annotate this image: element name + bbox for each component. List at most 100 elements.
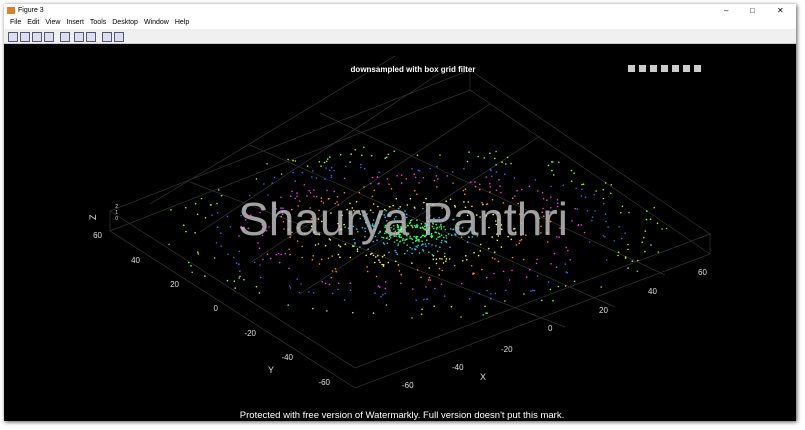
point <box>200 197 203 200</box>
point <box>573 172 575 174</box>
point <box>282 221 285 223</box>
point <box>396 239 398 241</box>
tool-rotate[interactable] <box>650 65 657 72</box>
point <box>429 279 432 281</box>
point <box>240 214 242 217</box>
point <box>306 165 309 167</box>
point <box>383 243 386 245</box>
point <box>261 234 264 237</box>
point <box>610 192 612 195</box>
point <box>420 276 422 279</box>
point <box>504 300 506 302</box>
point <box>435 231 438 234</box>
point <box>313 189 315 191</box>
point <box>665 227 668 230</box>
menu-item[interactable]: Window <box>143 19 169 26</box>
tool-brush[interactable] <box>628 65 635 72</box>
menu-item[interactable]: Tools <box>89 19 107 26</box>
point <box>371 223 374 225</box>
point <box>353 238 355 241</box>
point <box>475 214 478 216</box>
tool-link[interactable] <box>60 32 70 42</box>
point <box>283 228 285 230</box>
tool-zoom-out[interactable] <box>683 65 690 72</box>
figure-window: Figure 3 – □ ✕ File Edit View Insert Tools De… <box>4 4 796 421</box>
point <box>365 254 368 257</box>
point <box>461 227 464 229</box>
point <box>486 289 488 292</box>
point <box>409 219 412 222</box>
point <box>605 220 607 223</box>
point <box>435 262 438 265</box>
point <box>496 239 499 242</box>
point <box>361 154 363 157</box>
point <box>416 224 418 226</box>
point <box>313 195 315 198</box>
point <box>489 182 491 185</box>
point <box>452 182 454 184</box>
tool-pan[interactable] <box>661 65 668 72</box>
tool-zoom-in[interactable] <box>672 65 679 72</box>
point <box>416 193 418 196</box>
maximize-button[interactable]: □ <box>750 6 755 15</box>
point <box>540 225 542 228</box>
point <box>557 202 559 204</box>
point <box>281 213 284 216</box>
point <box>430 232 433 235</box>
menu-item[interactable]: File <box>10 19 22 26</box>
point <box>393 218 396 220</box>
point <box>445 258 448 260</box>
point <box>388 183 390 185</box>
tool-colorbar[interactable] <box>74 32 84 42</box>
point <box>411 225 414 227</box>
tool-home[interactable] <box>694 65 701 72</box>
point <box>294 180 297 182</box>
tool-legend[interactable] <box>86 32 96 42</box>
menu-item[interactable]: Insert <box>66 19 84 26</box>
point <box>287 304 290 306</box>
point <box>653 206 656 209</box>
point <box>321 280 323 283</box>
tool-inspector[interactable] <box>114 32 124 42</box>
menu-item[interactable]: Edit <box>27 19 40 26</box>
point <box>415 299 418 301</box>
point <box>550 263 552 265</box>
point <box>349 282 352 284</box>
point <box>411 252 414 255</box>
point <box>227 253 229 256</box>
point <box>377 232 380 235</box>
tool-open[interactable] <box>20 32 30 42</box>
point <box>481 202 483 204</box>
point <box>412 242 414 244</box>
minimize-button[interactable]: – <box>724 6 729 15</box>
point <box>470 220 472 223</box>
tool-save[interactable] <box>32 32 42 42</box>
point <box>489 152 491 155</box>
point <box>194 232 196 234</box>
point <box>452 228 454 231</box>
point <box>423 228 425 230</box>
point <box>479 250 482 252</box>
point <box>627 267 629 269</box>
tool-print[interactable] <box>44 32 54 42</box>
point <box>401 221 404 224</box>
point <box>389 229 391 231</box>
menu-item[interactable]: Desktop <box>112 19 138 26</box>
point <box>220 194 223 197</box>
point <box>479 216 481 218</box>
menu-item[interactable]: Help <box>174 19 190 26</box>
point <box>337 222 339 225</box>
point <box>479 183 481 186</box>
tool-pointer[interactable] <box>102 32 112 42</box>
tool-datatip[interactable] <box>639 65 646 72</box>
point <box>396 175 398 177</box>
point <box>565 246 567 249</box>
point <box>485 215 488 217</box>
tool-new[interactable] <box>8 32 18 42</box>
point <box>492 213 495 216</box>
close-button[interactable]: ✕ <box>777 6 784 15</box>
point <box>536 258 538 261</box>
point <box>591 219 593 222</box>
point <box>406 238 408 240</box>
menu-item[interactable]: View <box>45 19 61 26</box>
